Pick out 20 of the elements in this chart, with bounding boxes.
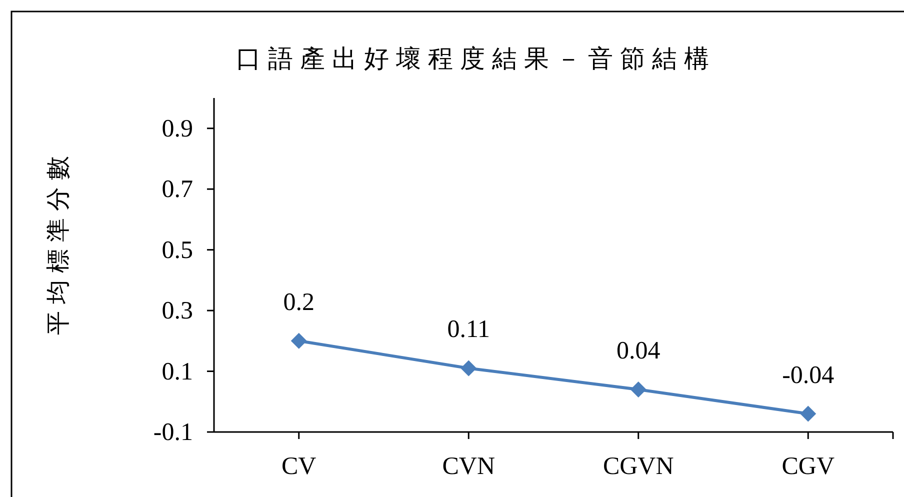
chart-title: 口語產出好壞程度結果－音節結構 [236, 45, 716, 73]
y-tick-label: 0.7 [162, 176, 193, 204]
data-label: 0.2 [283, 288, 314, 316]
y-axis-title: 平均標準分數 [46, 149, 72, 335]
point [630, 381, 646, 398]
y-tick-label: 0.1 [162, 358, 193, 386]
data-label: 0.11 [447, 316, 490, 344]
point [800, 406, 816, 422]
y-tick-label: 0.5 [162, 236, 193, 264]
x-tick-label: CVN [442, 453, 496, 480]
data-label: 0.04 [616, 337, 661, 364]
y-tick-label: 0.3 [162, 298, 193, 325]
data-label: -0.04 [782, 362, 835, 389]
point [290, 332, 307, 349]
y-tick-label: -0.1 [153, 419, 193, 446]
x-tick-label: CGVN [602, 453, 674, 480]
x-tick-label: CGV [782, 453, 835, 480]
x-tick-label: CV [282, 453, 316, 480]
point [460, 360, 477, 376]
y-tick-label: 0.9 [162, 115, 193, 142]
